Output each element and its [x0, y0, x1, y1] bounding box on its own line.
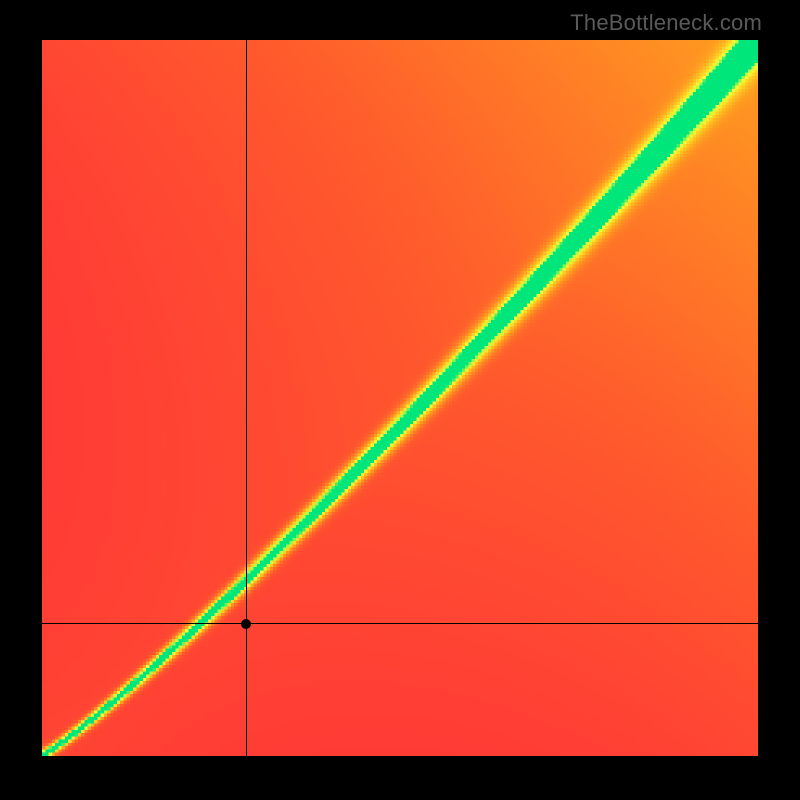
heatmap-plot: [42, 40, 758, 756]
heatmap-canvas: [42, 40, 758, 756]
watermark-text: TheBottleneck.com: [570, 10, 762, 36]
figure-root: TheBottleneck.com: [0, 0, 800, 800]
